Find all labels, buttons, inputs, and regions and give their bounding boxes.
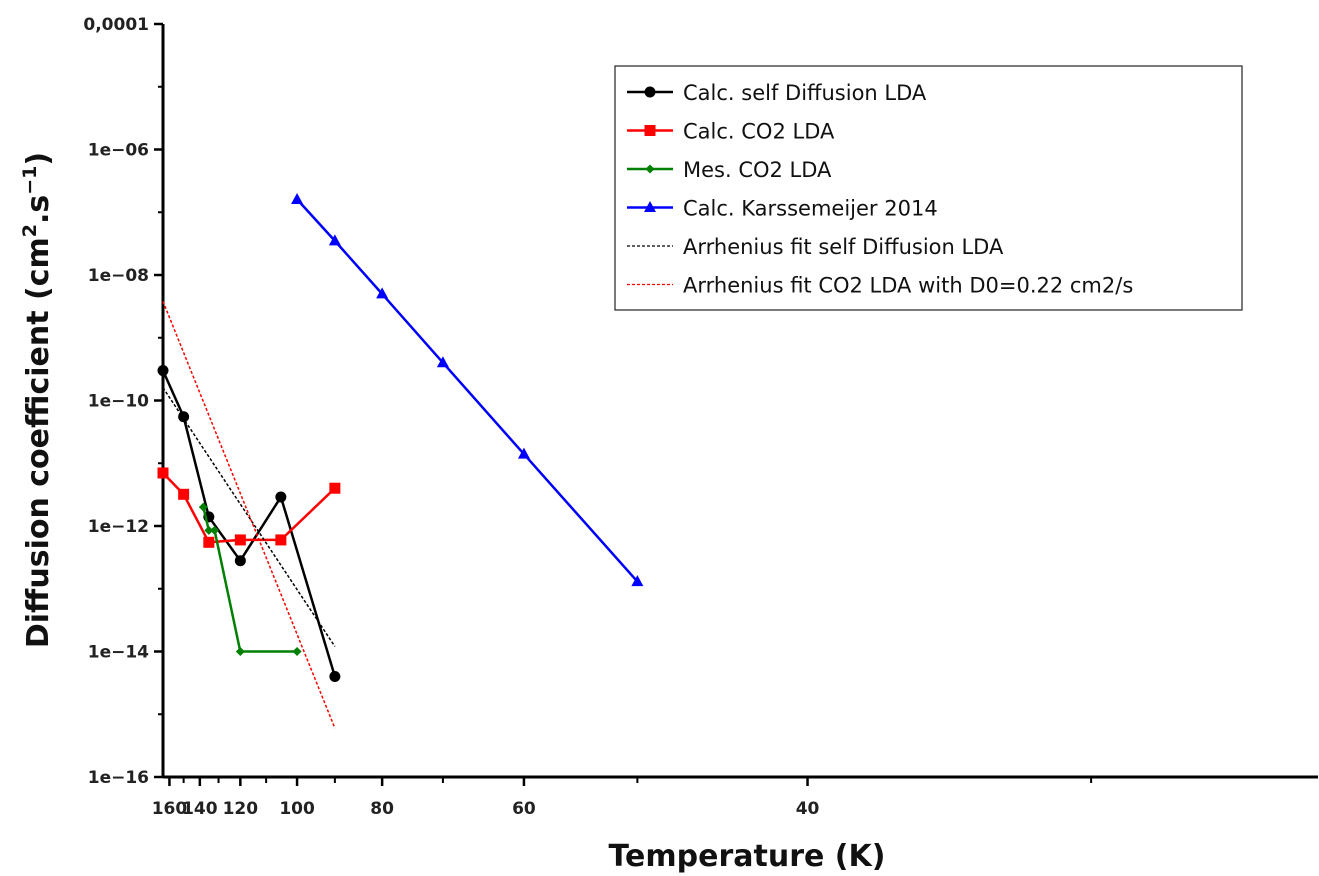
y-ticks: 0,0001 1e−06 1e−08 1e−10 1e−12 1e−14 1e−16 [83,15,163,788]
legend-label: Arrhenius fit self Diffusion LDA [683,235,1004,259]
fit-line [162,301,336,729]
legend-entries: Calc. self Diffusion LDA Calc. CO2 LDA Mes… [627,81,1133,298]
legend-label: Arrhenius fit CO2 LDA with D0=0.22 cm2/s [683,274,1133,298]
data-point [329,482,341,494]
y-tick-label: 0,0001 [83,15,149,35]
legend-label: Mes. CO2 LDA [683,158,832,182]
data-point [235,647,245,656]
y-tick-label: 1e−12 [88,517,149,537]
series-6 [162,301,336,729]
series-5 [162,387,336,647]
legend-label: Calc. CO2 LDA [683,120,835,144]
data-point [234,555,246,567]
series-line [161,370,337,677]
series-4 [291,192,644,587]
y-tick-label: 1e−08 [88,266,149,286]
legend-marker [644,125,656,136]
y-axis-title-sup2: −1 [19,166,41,195]
y-axis-title-mid: .s [21,195,56,224]
x-tick-label: 100 [279,799,315,819]
data-point [210,525,220,535]
legend-entry: Calc. CO2 LDA [627,120,835,144]
data-point [157,467,169,479]
x-tick-label: 60 [512,799,536,819]
x-tick-label: 120 [223,799,259,819]
y-axis-title: Diffusion coefficient (cm2.s−1) [19,152,56,648]
data-point [157,365,169,377]
y-axis-title-main: Diffusion coefficient (cm [21,237,56,648]
data-point [328,234,341,246]
legend-marker [644,86,656,98]
data-point [376,287,389,299]
y-tick-label: 1e−10 [88,392,149,412]
series-line [162,472,336,544]
legend-entry: Mes. CO2 LDA [627,158,832,182]
series-1 [157,365,341,682]
data-point [198,502,208,512]
data-point [178,488,190,500]
legend: Calc. self Diffusion LDA Calc. CO2 LDA Mes… [614,65,1243,311]
legend-marker [645,164,655,174]
legend-box [614,65,1243,311]
data-point [275,534,287,546]
legend-entry: Calc. self Diffusion LDA [627,81,927,105]
data-point [292,647,302,656]
fit-line [162,387,336,647]
data-point [436,356,449,368]
x-tick-label: 80 [370,799,394,819]
x-tick-label: 160 [152,799,188,819]
y-axis-title-sup1: 2 [19,224,41,237]
data-point [291,192,304,204]
series-line [296,198,639,583]
y-tick-label: 1e−06 [88,141,149,161]
legend-entry: Arrhenius fit self Diffusion LDA [627,235,1004,259]
y-axis-title-end: ) [21,152,56,166]
data-point [203,536,215,548]
data-point [517,447,530,459]
x-axis-title: Temperature (K) [609,839,886,874]
x-tick-label: 40 [796,799,820,819]
legend-entry: Calc. Karssemeijer 2014 [627,197,938,221]
data-point [631,575,644,587]
data-point [275,491,287,503]
series-2 [157,467,341,548]
legend-entry: Arrhenius fit CO2 LDA with D0=0.22 cm2/s [627,274,1133,298]
legend-label: Calc. self Diffusion LDA [683,81,927,105]
series-3 [198,502,302,656]
x-tick-label: 140 [182,799,218,819]
data-point [234,534,246,546]
y-tick-label: 1e−14 [88,643,149,663]
data-point [204,525,214,535]
y-tick-label: 1e−16 [88,768,149,788]
legend-marker [644,201,656,212]
legend-label: Calc. Karssemeijer 2014 [683,197,938,221]
series-layer [157,192,644,729]
data-point [329,670,341,682]
